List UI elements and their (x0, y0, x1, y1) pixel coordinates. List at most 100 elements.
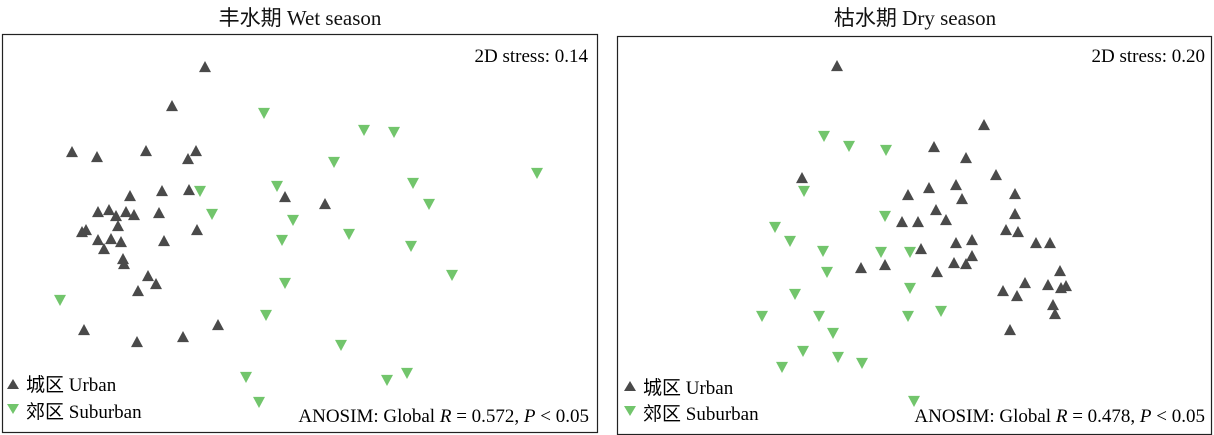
point-urban-0-28 (150, 278, 162, 290)
point-urban-0-25 (191, 224, 203, 236)
point-urban-1-9 (930, 204, 942, 216)
point-suburban-0-17 (260, 309, 272, 321)
point-urban-1-34 (997, 285, 1009, 297)
point-urban-0-34 (279, 191, 291, 203)
point-urban-0-30 (212, 319, 224, 331)
point-urban-1-26 (931, 266, 943, 278)
point-suburban-1-8 (875, 246, 887, 258)
point-urban-1-37 (1049, 308, 1061, 320)
point-urban-0-15 (153, 207, 165, 219)
point-suburban-1-19 (832, 351, 844, 363)
point-suburban-0-4 (531, 167, 543, 179)
point-suburban-1-0 (818, 130, 830, 142)
point-urban-0-19 (112, 220, 124, 232)
point-urban-0-0 (199, 61, 211, 73)
legend-marker-urban (624, 381, 636, 391)
legend-marker-urban (7, 379, 19, 389)
point-urban-1-1 (978, 119, 990, 131)
point-urban-1-28 (855, 262, 867, 274)
panel-title-wet: 丰水期 Wet season (218, 6, 382, 30)
legend-label-urban: 城区 Urban (26, 374, 117, 396)
legend-label-urban: 城区 Urban (643, 377, 734, 399)
point-suburban-1-12 (789, 288, 801, 300)
point-urban-1-3 (960, 152, 972, 164)
anosim-label-wet: ANOSIM: Global R = 0.572, P < 0.05 (298, 406, 589, 427)
point-urban-1-20 (950, 237, 962, 249)
point-urban-0-21 (105, 233, 117, 245)
point-urban-1-17 (1012, 226, 1024, 238)
point-urban-0-2 (66, 146, 78, 158)
plot-frame-dry (616, 35, 1213, 435)
point-suburban-0-11 (276, 234, 288, 246)
point-urban-0-32 (78, 324, 90, 336)
point-suburban-0-8 (423, 198, 435, 210)
point-urban-1-29 (1054, 265, 1066, 277)
point-suburban-0-15 (279, 277, 291, 289)
point-suburban-0-22 (401, 367, 413, 379)
point-suburban-1-4 (879, 210, 891, 222)
panel-title-dry: 枯水期 Dry season (833, 6, 997, 30)
point-urban-1-36 (1047, 299, 1059, 311)
point-suburban-0-1 (358, 124, 370, 136)
point-urban-1-19 (915, 243, 927, 255)
point-suburban-0-14 (446, 269, 458, 281)
point-urban-0-8 (156, 185, 168, 197)
point-urban-0-9 (183, 184, 195, 196)
legend-label-suburban: 郊区 Suburban (26, 401, 142, 423)
point-suburban-0-0 (258, 107, 270, 119)
stress-label-dry: 2D stress: 0.20 (1092, 46, 1205, 67)
legend-marker-suburban (624, 406, 636, 416)
point-urban-1-2 (928, 141, 940, 153)
point-suburban-0-21 (381, 374, 393, 386)
point-urban-1-11 (956, 193, 968, 205)
point-suburban-0-9 (206, 208, 218, 220)
point-suburban-0-13 (405, 240, 417, 252)
point-urban-1-8 (902, 189, 914, 201)
point-urban-1-27 (879, 259, 891, 271)
point-suburban-0-2 (388, 126, 400, 138)
point-suburban-0-3 (328, 156, 340, 168)
point-suburban-0-19 (240, 371, 252, 383)
point-urban-1-24 (948, 257, 960, 269)
point-urban-0-35 (319, 198, 331, 210)
point-urban-1-5 (990, 169, 1002, 181)
point-urban-1-23 (966, 250, 978, 262)
point-suburban-0-12 (343, 228, 355, 240)
plot-frame-wet (1, 33, 599, 434)
point-urban-0-3 (91, 151, 103, 163)
point-suburban-1-16 (902, 310, 914, 322)
point-urban-0-17 (76, 226, 88, 238)
point-suburban-0-7 (407, 177, 419, 189)
point-urban-0-31 (177, 331, 189, 343)
point-urban-1-38 (1004, 324, 1016, 336)
legend-marker-suburban (7, 404, 19, 414)
point-urban-1-7 (950, 179, 962, 191)
point-urban-0-26 (118, 258, 130, 270)
point-urban-0-1 (166, 100, 178, 112)
point-suburban-1-2 (880, 144, 892, 156)
legend-label-suburban: 郊区 Suburban (643, 403, 759, 425)
point-suburban-1-18 (797, 345, 809, 357)
point-suburban-1-1 (843, 140, 855, 152)
point-urban-1-16 (1000, 224, 1012, 236)
anosim-label-dry: ANOSIM: Global R = 0.478, P < 0.05 (914, 406, 1205, 427)
point-urban-1-14 (896, 216, 908, 228)
point-suburban-0-6 (271, 180, 283, 192)
point-suburban-1-14 (756, 310, 768, 322)
point-urban-0-29 (132, 285, 144, 297)
point-suburban-1-22 (908, 395, 920, 407)
point-urban-1-30 (1019, 277, 1031, 289)
point-urban-1-10 (940, 214, 952, 226)
point-suburban-0-5 (194, 185, 206, 197)
point-suburban-1-9 (904, 246, 916, 258)
point-suburban-0-16 (54, 294, 66, 306)
point-urban-0-22 (158, 235, 170, 247)
scatter-points (54, 60, 1072, 408)
point-suburban-0-20 (253, 396, 265, 408)
point-urban-1-33 (1055, 282, 1067, 294)
point-urban-1-31 (1042, 279, 1054, 291)
point-urban-1-4 (796, 172, 808, 184)
point-urban-0-5 (190, 145, 202, 157)
point-urban-0-10 (103, 204, 115, 216)
